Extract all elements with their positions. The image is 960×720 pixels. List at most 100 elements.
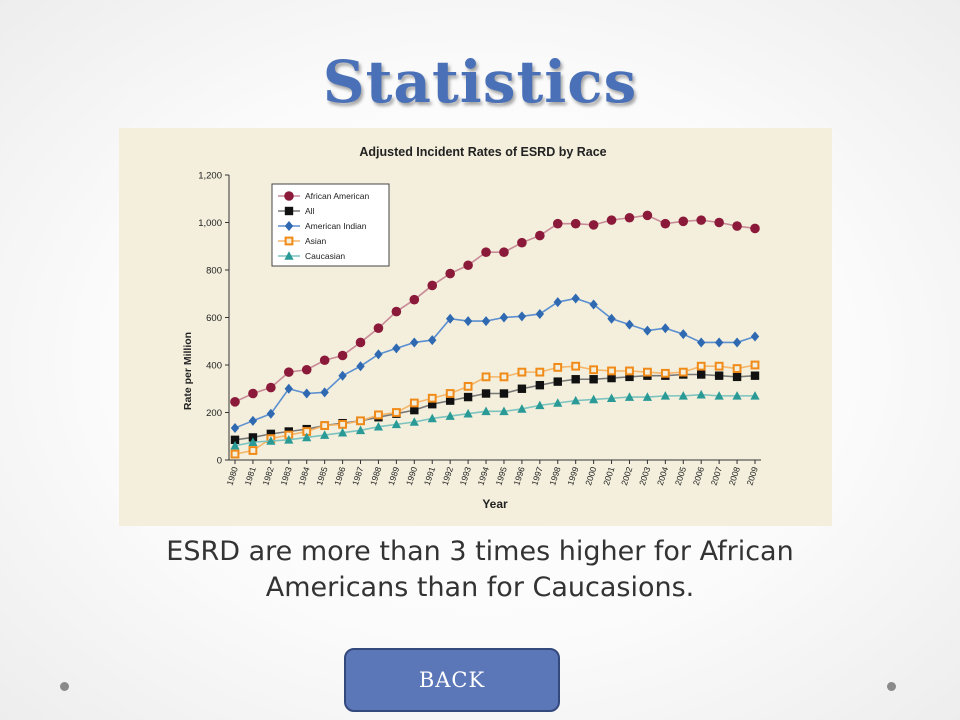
data-point-asian <box>696 361 706 371</box>
legend-marker-african-american <box>284 191 294 201</box>
data-point-american-indian <box>661 323 670 334</box>
x-tick-label: 1987 <box>350 465 365 486</box>
data-point-african-american <box>696 215 707 225</box>
x-tick-label: 1985 <box>314 465 329 486</box>
data-point-african-american <box>427 280 438 291</box>
back-button[interactable]: BACK <box>344 648 560 712</box>
data-point-african-american <box>552 218 563 229</box>
data-point-african-american <box>391 306 402 317</box>
data-point-african-american <box>337 350 348 361</box>
data-point-all <box>697 370 706 379</box>
y-axis-label: Rate per Million <box>182 332 194 410</box>
data-point-all <box>230 435 240 445</box>
data-point-african-american <box>445 268 455 279</box>
y-tick-label: 800 <box>206 266 222 277</box>
data-point-caucasian <box>678 391 688 400</box>
data-point-caucasian <box>373 421 384 431</box>
data-point-african-american <box>481 247 491 257</box>
data-point-african-american <box>642 210 653 221</box>
x-tick-label: 1980 <box>225 465 240 486</box>
legend-label-american-indian: American Indian <box>305 221 367 231</box>
series-line-asian <box>234 364 756 455</box>
data-point-all <box>481 389 491 398</box>
legend-marker-american-indian <box>284 221 294 231</box>
data-point-asian <box>625 366 634 376</box>
esrd-line-chart: Adjusted Incident Rates of ESRD by Race … <box>182 145 761 511</box>
chart-panel: Adjusted Incident Rates of ESRD by Race … <box>119 128 832 526</box>
data-point-african-american <box>499 247 509 257</box>
right-bullet-dot <box>887 682 896 691</box>
data-point-asian <box>553 362 563 372</box>
data-point-caucasian <box>230 440 240 450</box>
data-point-caucasian <box>355 425 366 435</box>
x-tick-label: 2005 <box>673 465 688 486</box>
data-point-caucasian <box>409 417 419 426</box>
x-tick-label: 1993 <box>458 465 473 486</box>
data-point-caucasian <box>320 430 330 439</box>
data-point-american-indian <box>410 337 419 348</box>
data-point-american-indian <box>338 370 347 381</box>
x-tick-label: 1992 <box>440 465 455 486</box>
x-tick-label: 1986 <box>332 465 347 486</box>
data-point-american-indian <box>679 329 688 340</box>
data-point-american-indian <box>445 313 455 324</box>
data-point-all <box>517 384 527 393</box>
legend-label-caucasian: Caucasian <box>305 251 345 261</box>
data-point-asian <box>732 364 742 373</box>
data-point-asian <box>463 381 473 391</box>
x-axis-label: Year <box>482 497 508 511</box>
data-point-asian <box>517 367 527 377</box>
data-point-american-indian <box>499 312 509 323</box>
data-point-american-indian <box>284 383 293 394</box>
data-point-african-american <box>624 212 635 223</box>
data-point-all <box>589 375 598 384</box>
data-point-african-american <box>230 397 240 407</box>
x-tick-label: 1998 <box>547 465 562 486</box>
data-point-caucasian <box>266 436 276 445</box>
x-tick-label: 1988 <box>368 465 383 486</box>
x-tick-label: 2009 <box>745 465 760 486</box>
data-point-african-american <box>606 215 617 225</box>
data-point-asian <box>374 410 383 420</box>
data-point-caucasian <box>535 400 545 410</box>
data-point-african-american <box>714 217 724 228</box>
data-point-american-indian <box>643 325 652 336</box>
data-point-african-american <box>570 218 581 229</box>
x-tick-label: 2007 <box>709 465 724 486</box>
data-point-caucasian <box>624 392 635 401</box>
data-point-caucasian <box>248 437 258 446</box>
data-point-asian <box>248 446 258 455</box>
data-point-asian <box>607 366 616 376</box>
data-point-asian <box>427 393 437 403</box>
data-point-all <box>499 389 509 398</box>
data-point-african-american <box>660 218 671 229</box>
x-tick-label: 2001 <box>601 465 616 486</box>
legend-marker-asian <box>284 236 294 246</box>
series-caucasian <box>230 389 760 450</box>
data-point-african-american <box>266 382 276 393</box>
x-tick-label: 1983 <box>278 465 293 486</box>
data-point-caucasian <box>553 398 563 407</box>
data-point-all <box>571 375 580 384</box>
data-point-american-indian <box>230 422 240 433</box>
chart-legend: African American All American Indian Asian C… <box>271 183 390 267</box>
x-tick-label: 1995 <box>494 465 509 486</box>
data-point-american-indian <box>607 313 616 324</box>
x-tick-label: 1996 <box>511 465 526 486</box>
legend-label-all: All <box>305 206 315 216</box>
data-point-african-american <box>409 294 420 305</box>
data-point-african-american <box>732 221 742 231</box>
data-point-american-indian <box>571 293 580 304</box>
data-point-all <box>607 373 616 383</box>
data-point-asian <box>571 361 581 371</box>
data-point-all <box>625 372 634 382</box>
legend-label-asian: Asian <box>305 236 327 246</box>
legend-label-african-american: African American <box>305 191 370 201</box>
y-tick-label: 200 <box>206 408 222 419</box>
data-point-african-american <box>463 260 473 271</box>
slide-title: Statistics <box>322 48 638 116</box>
data-point-american-indian <box>428 335 437 346</box>
series-asian <box>230 360 760 459</box>
x-tick-label: 1990 <box>404 465 419 486</box>
series-line-caucasian <box>234 393 755 447</box>
